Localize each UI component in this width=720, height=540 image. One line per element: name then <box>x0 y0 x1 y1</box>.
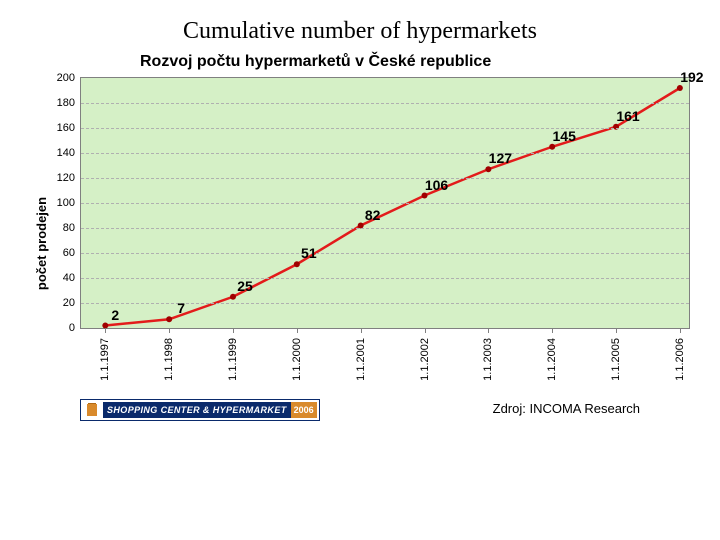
data-point <box>294 261 300 267</box>
x-tick-mark <box>361 328 362 333</box>
gridline <box>81 228 689 229</box>
x-tick-mark <box>297 328 298 333</box>
x-tick-label: 1.1.1997 <box>99 338 111 381</box>
data-point <box>549 144 555 150</box>
x-tick-label: 1.1.1998 <box>163 338 175 381</box>
badge-text: SHOPPING CENTER & HYPERMARKET <box>103 402 291 418</box>
value-label: 51 <box>301 245 317 261</box>
y-tick-label: 120 <box>43 172 75 184</box>
value-label: 192 <box>680 69 703 85</box>
x-tick-mark <box>169 328 170 333</box>
source-label: Zdroj: INCOMA Research <box>493 401 640 416</box>
x-tick-mark <box>680 328 681 333</box>
badge-year: 2006 <box>291 402 317 418</box>
chart-title: Rozvoj počtu hypermarketů v České republ… <box>30 53 690 77</box>
value-label: 106 <box>425 176 448 192</box>
x-tick-label: 1.1.2001 <box>355 338 367 381</box>
value-label: 145 <box>553 128 576 144</box>
value-label: 7 <box>177 300 185 316</box>
x-tick-mark <box>552 328 553 333</box>
x-tick-mark <box>425 328 426 333</box>
chart-footer: SHOPPING CENTER & HYPERMARKET2006 Zdroj:… <box>80 399 690 433</box>
x-tick-label: 1.1.2005 <box>610 338 622 381</box>
y-tick-label: 140 <box>43 147 75 159</box>
x-tick-mark <box>616 328 617 333</box>
x-tick-mark <box>488 328 489 333</box>
gridline <box>81 253 689 254</box>
bag-icon <box>84 401 100 419</box>
data-point <box>166 316 172 322</box>
y-tick-label: 0 <box>43 322 75 334</box>
value-label: 82 <box>365 206 381 222</box>
y-tick-label: 100 <box>43 197 75 209</box>
gridline <box>81 303 689 304</box>
y-tick-label: 80 <box>43 222 75 234</box>
x-tick-mark <box>105 328 106 333</box>
data-point <box>485 166 491 172</box>
page-heading: Cumulative number of hypermarkets <box>0 0 720 45</box>
y-tick-label: 60 <box>43 247 75 259</box>
data-point <box>677 85 683 91</box>
value-label: 2 <box>111 306 119 322</box>
value-label: 161 <box>616 108 639 124</box>
y-axis-title: počet prodejen <box>34 53 50 433</box>
y-tick-label: 160 <box>43 122 75 134</box>
chart-container: Rozvoj počtu hypermarketů v České republ… <box>30 53 690 433</box>
y-tick-label: 180 <box>43 97 75 109</box>
gridline <box>81 153 689 154</box>
y-tick-label: 20 <box>43 297 75 309</box>
value-label: 25 <box>237 278 253 294</box>
x-tick-label: 1.1.1999 <box>227 338 239 381</box>
y-tick-label: 200 <box>43 72 75 84</box>
x-tick-label: 1.1.2003 <box>482 338 494 381</box>
x-tick-label: 1.1.2004 <box>546 338 558 381</box>
data-point <box>230 294 236 300</box>
gridline <box>81 103 689 104</box>
publisher-badge: SHOPPING CENTER & HYPERMARKET2006 <box>80 399 320 421</box>
x-tick-label: 1.1.2002 <box>419 338 431 381</box>
gridline <box>81 128 689 129</box>
plot-area: 0204060801001201401601802001.1.19971.1.1… <box>80 77 690 329</box>
gridline <box>81 203 689 204</box>
y-tick-label: 40 <box>43 272 75 284</box>
value-label: 127 <box>489 150 512 166</box>
gridline <box>81 278 689 279</box>
x-tick-label: 1.1.2000 <box>291 338 303 381</box>
line-path <box>105 88 680 326</box>
x-tick-label: 1.1.2006 <box>674 338 686 381</box>
data-point <box>422 193 428 199</box>
x-tick-mark <box>233 328 234 333</box>
gridline <box>81 178 689 179</box>
